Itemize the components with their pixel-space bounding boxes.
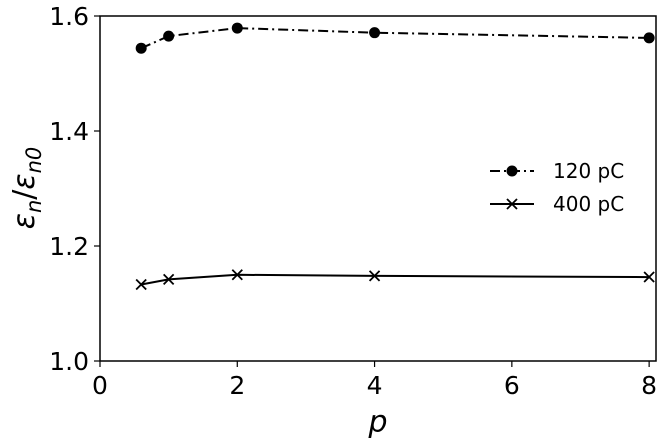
legend: 120 pC 400 pC	[490, 159, 624, 216]
y-tick-label: 1.2	[49, 232, 89, 261]
x-axis-label: p	[367, 405, 387, 440]
y-axis-label-main: ε	[7, 213, 42, 229]
series-layer	[135, 22, 655, 291]
x-tick-label: 2	[229, 371, 245, 400]
legend-marker-400pc	[506, 198, 518, 210]
series-0-point	[643, 32, 655, 44]
series-1-point	[643, 271, 655, 283]
y-axis-ticks: 1.0 1.2 1.4 1.6	[49, 2, 100, 376]
y-axis-label: εn/εn0	[7, 147, 46, 230]
y-tick-label: 1.0	[49, 347, 89, 376]
series-0-point	[135, 42, 147, 54]
series-line-0	[140, 27, 650, 50]
x-tick-label: 6	[504, 371, 520, 400]
y-axis-label-sub1: n	[22, 200, 46, 213]
series-0-point	[231, 22, 243, 34]
legend-marker-120pc	[506, 165, 518, 177]
y-axis-label-slash: /	[7, 189, 42, 200]
y-tick-label: 1.6	[49, 2, 89, 31]
x-tick-label: 0	[92, 371, 108, 400]
y-tick-label: 1.4	[49, 117, 89, 146]
legend-label-400pc: 400 pC	[553, 192, 624, 216]
legend-label-120pc: 120 pC	[553, 159, 624, 183]
x-tick-label: 4	[367, 371, 383, 400]
x-axis-ticks: 0 2 4 6 8	[92, 361, 657, 400]
series-0-point	[163, 30, 175, 42]
series-0-point	[369, 27, 381, 39]
plot-area	[99, 15, 657, 362]
y-axis-label-sub2: n0	[22, 147, 46, 174]
series-1-point	[135, 278, 147, 291]
series-1-point	[368, 270, 381, 282]
series-1-point	[231, 269, 243, 281]
series-1-point	[163, 273, 175, 285]
x-tick-label: 8	[641, 371, 657, 400]
y-axis-label-main-2: ε	[7, 173, 42, 189]
